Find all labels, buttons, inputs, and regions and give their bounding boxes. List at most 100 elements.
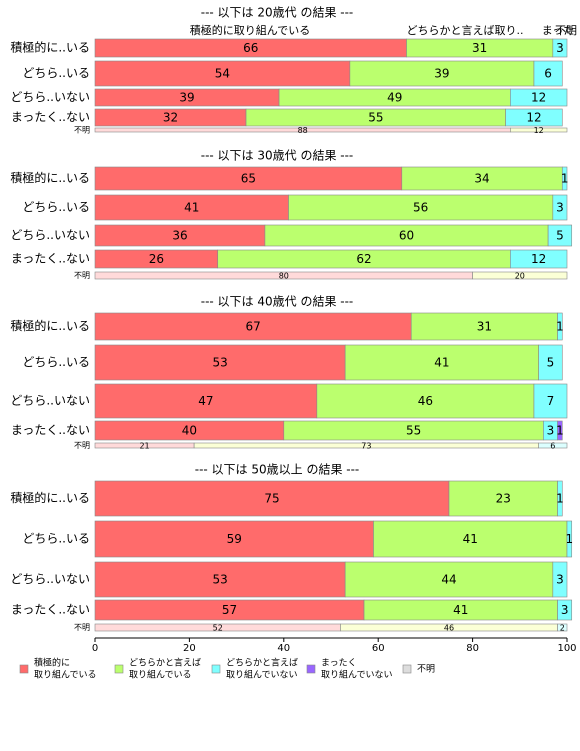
legend-label: 取り組んでいる	[129, 669, 192, 681]
value-label: 55	[406, 424, 421, 438]
row-label: まったく..ない	[11, 252, 90, 266]
row-label: どちら..いない	[10, 90, 90, 104]
unknown-value-label: 88	[298, 126, 308, 135]
unknown-segment	[538, 442, 568, 449]
value-label: 3	[556, 573, 564, 587]
legend-swatch	[306, 664, 316, 674]
unknown-value-label: 6	[550, 442, 555, 451]
value-label: 41	[184, 201, 199, 215]
unknown-value-label: 46	[444, 624, 454, 633]
value-label: 12	[531, 252, 546, 266]
value-label: 1	[556, 320, 564, 334]
bar-segment	[566, 520, 573, 558]
value-label: 66	[243, 41, 258, 55]
legend-swatch	[402, 664, 412, 674]
value-label: 41	[463, 532, 478, 546]
unknown-row-label: 不明	[74, 441, 90, 450]
value-label: 34	[474, 172, 489, 186]
value-label: 75	[264, 492, 279, 506]
bar-segment	[288, 194, 554, 221]
legend-label: 積極的に	[34, 657, 70, 669]
bar-segment	[94, 60, 351, 87]
bar-segment	[552, 561, 568, 598]
value-label: 59	[227, 532, 242, 546]
row-label: どちら..いる	[22, 66, 90, 80]
value-label: 3	[547, 424, 555, 438]
value-label: 56	[413, 201, 428, 215]
header-label: まった	[542, 24, 575, 37]
legend-swatch	[19, 664, 29, 674]
bar-segment	[510, 249, 568, 269]
value-label: 44	[441, 573, 456, 587]
x-tick-label: 60	[372, 643, 385, 654]
header-label: 積極的に取り組んでいる	[190, 23, 310, 37]
legend-label: まったく	[321, 658, 357, 669]
value-label: 47	[198, 394, 213, 408]
row-label: 積極的に..いる	[10, 318, 90, 333]
bar-segment	[505, 108, 563, 127]
value-label: 41	[434, 356, 449, 370]
legend-label: 取り組んでいない	[321, 669, 393, 681]
value-label: 1	[556, 492, 564, 506]
bar-segment	[538, 344, 563, 381]
unknown-value-label: 21	[139, 442, 149, 451]
bar-segment	[561, 166, 568, 191]
bar-segment	[344, 561, 554, 598]
row-label: どちら..いない	[10, 228, 90, 242]
row-label: まったく..ない	[11, 423, 90, 437]
value-label: 39	[434, 67, 449, 81]
legend-label: どちらかと言えば	[129, 657, 201, 669]
value-label: 41	[453, 603, 468, 617]
unknown-value-label: 73	[361, 442, 371, 451]
value-label: 7	[547, 394, 555, 408]
value-label: 5	[556, 229, 564, 243]
panel-title: --- 以下は 30歳代 の結果 ---	[201, 149, 354, 163]
value-label: 12	[531, 91, 546, 105]
bar-segment	[94, 480, 450, 517]
value-label: 12	[526, 111, 541, 125]
bar-segment	[547, 224, 573, 247]
value-label: 46	[418, 394, 433, 408]
unknown-row-label: 不明	[74, 271, 90, 280]
row-label: まったく..ない	[11, 110, 90, 124]
x-tick-label: 20	[183, 643, 196, 654]
x-tick-label: 100	[557, 643, 576, 654]
row-label: 積極的に..いる	[10, 40, 90, 55]
value-label: 49	[387, 91, 402, 105]
value-label: 23	[496, 492, 511, 506]
row-label: まったく..ない	[11, 603, 90, 617]
value-label: 62	[356, 252, 371, 266]
unknown-segment	[472, 271, 568, 280]
value-label: 67	[245, 320, 260, 334]
value-label: 32	[163, 111, 178, 125]
bar-segment	[344, 344, 539, 381]
header-label: どちらかと言えば取り..	[407, 24, 524, 37]
value-label: 6	[544, 67, 552, 81]
row-label: どちら..いない	[10, 394, 90, 408]
value-label: 53	[212, 356, 227, 370]
unknown-segment	[557, 623, 568, 632]
bar-segment	[533, 60, 563, 87]
panel-title: --- 以下は 40歳代 の結果 ---	[201, 295, 354, 309]
value-label: 55	[368, 111, 383, 125]
value-label: 31	[477, 320, 492, 334]
panel-title: --- 以下は 20歳代 の結果 ---	[201, 6, 354, 20]
bar-segment	[557, 312, 563, 341]
unknown-segment	[510, 127, 568, 133]
row-label: どちら..いない	[10, 572, 90, 586]
x-tick-label: 40	[277, 643, 290, 654]
unknown-value-label: 20	[515, 272, 525, 281]
unknown-value-label: 2	[560, 624, 565, 633]
bar-segment	[94, 561, 346, 598]
row-label: どちら..いる	[22, 532, 90, 546]
legend-label: 不明	[417, 664, 435, 675]
bar-segment	[349, 60, 535, 87]
legend-label: 取り組んでいる	[34, 669, 97, 681]
row-label: どちら..いる	[22, 355, 90, 369]
value-label: 57	[222, 603, 237, 617]
row-label: 積極的に..いる	[10, 170, 90, 185]
value-label: 60	[399, 229, 414, 243]
value-label: 3	[556, 41, 564, 55]
